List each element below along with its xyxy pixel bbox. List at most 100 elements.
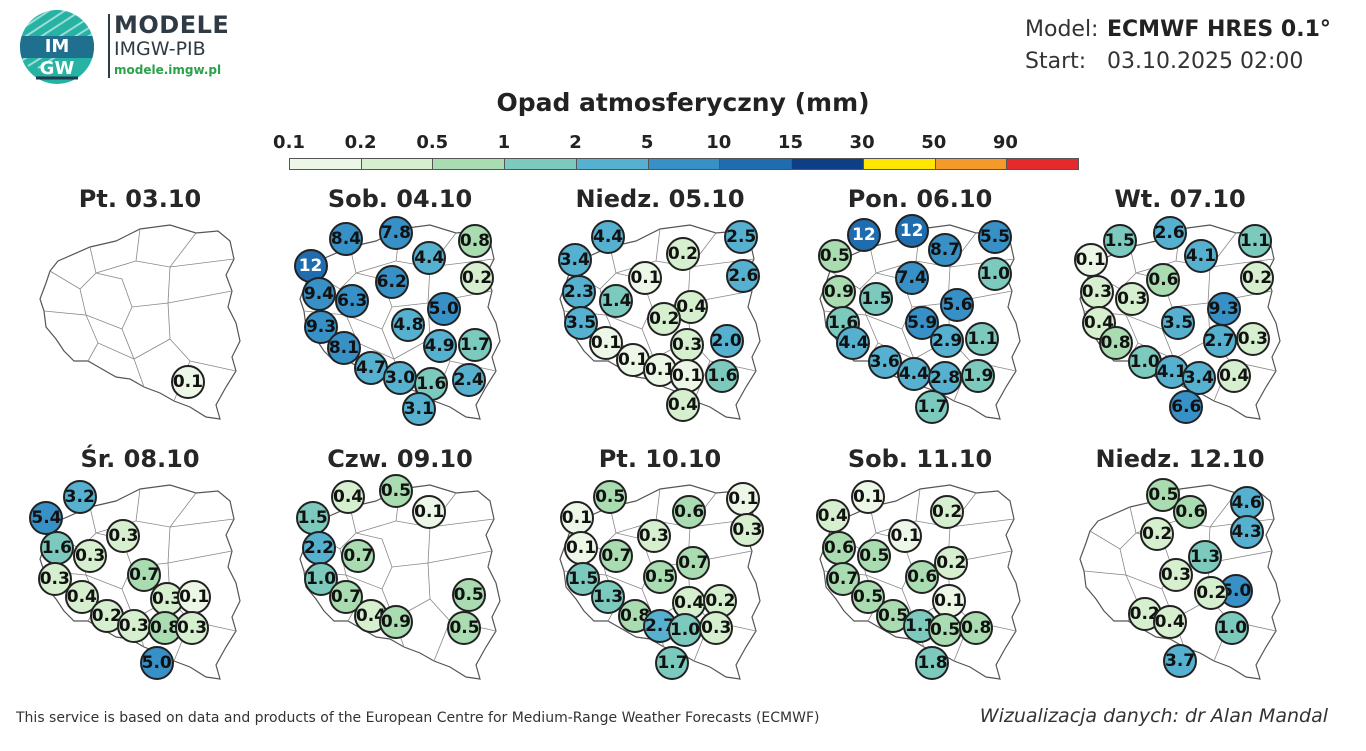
panel-date-title: Niedz. 05.10 (575, 185, 745, 213)
precip-value-bubble: 1.4 (599, 284, 634, 319)
colorbar-tick-label: 10 (706, 132, 732, 153)
precip-value-bubble: 4.3 (1229, 515, 1264, 549)
precip-value-bubble: 4.6 (1229, 485, 1264, 520)
precip-value-bubble: 3.4 (1181, 360, 1216, 395)
precip-value-bubble: 3.4 (557, 243, 592, 278)
precip-value-bubble: 1.7 (655, 646, 690, 681)
precip-value-bubble: 0.9 (378, 605, 413, 640)
region-border (429, 518, 495, 528)
precip-value-bubble: 2.2 (301, 530, 336, 565)
precip-value-bubble: 4.7 (353, 351, 388, 386)
precip-value-bubble: 1.0 (1215, 611, 1249, 646)
precip-value-bubble: 0.4 (1152, 605, 1187, 640)
precip-value-bubble: 0.5 (447, 611, 482, 646)
precip-value-bubble: 1.8 (915, 646, 950, 681)
colorbar-tick-label: 0.5 (416, 132, 449, 153)
model-row: Model: ECMWF HRES 0.1° (1025, 14, 1331, 46)
panel-date-title: Pt. 03.10 (78, 185, 202, 213)
precip-value-bubble: 0.2 (1239, 260, 1274, 295)
precip-value-bubble: 1.6 (39, 530, 74, 565)
precip-value-bubble: 0.3 (1158, 558, 1193, 593)
region-border (167, 550, 233, 564)
precip-value-bubble: 0.3 (37, 562, 72, 597)
precip-value-bubble: 1.9 (961, 358, 996, 393)
precip-value-bubble: 0.1 (670, 358, 705, 393)
colorbar-segment (720, 159, 793, 169)
precip-value-bubble: 0.6 (672, 495, 707, 530)
precip-value-bubble: 0.7 (676, 546, 711, 581)
panel-date-title: Wt. 07.10 (1114, 185, 1246, 213)
precip-value-bubble: 0.8 (618, 599, 653, 634)
precip-value-bubble: 0.1 (932, 583, 967, 618)
panel-date-title: Sob. 04.10 (327, 185, 473, 213)
precip-value-bubble: 0.5 (817, 239, 852, 274)
precip-value-bubble: 0.7 (127, 558, 162, 593)
precip-value-bubble: 4.4 (836, 325, 871, 360)
country-outline (39, 224, 241, 420)
precip-value-bubble: 0.3 (106, 518, 141, 553)
precip-value-bubble: 0.9 (821, 274, 856, 309)
logo-globe-icon: IM GW (20, 10, 94, 84)
region-border (1209, 258, 1275, 268)
colorbar-segment (505, 159, 577, 169)
region-border (169, 518, 235, 528)
map-title: Opad atmosferyczny (mm) (496, 88, 870, 117)
precip-value-bubble: 2.9 (930, 323, 965, 358)
colorbar-tick-label: 0.1 (273, 132, 305, 153)
brand-url-link[interactable]: modele.imgw.pl (114, 63, 222, 77)
precip-value-bubble: 0.5 (593, 479, 628, 514)
precip-value-bubble: 1.5 (1102, 223, 1137, 258)
precip-value-bubble: 2.6 (1152, 215, 1187, 250)
precip-value-bubble: 0.4 (815, 499, 850, 534)
poland-map (39, 224, 241, 420)
precip-value-bubble: 3.7 (1163, 644, 1197, 679)
precip-value-bubble: 12 (846, 217, 881, 252)
panel-date-title: Niedz. 12.10 (1095, 445, 1265, 473)
precip-value-bubble: 0.3 (670, 327, 705, 362)
precip-value-bubble: 0.1 (177, 579, 212, 614)
precip-value-bubble: 8.4 (328, 221, 363, 256)
precip-value-bubble: 1.0 (303, 562, 338, 597)
precip-value-bubble: 0.3 (1235, 321, 1270, 356)
map-panel: Niedz. 12.10 0.5 4.6 0.6 4.3 0.2 1.3 0.3 5.0 0.2 0… (1060, 445, 1300, 695)
colorbar-tick-label: 5 (640, 132, 654, 153)
precip-value-bubble: 2.5 (724, 219, 759, 254)
start-row: Start: 03.10.2025 02:00 (1025, 46, 1331, 78)
panel-date-title: Pt. 10.10 (598, 445, 722, 473)
map-panel: Pon. 06.10 12 12 5.5 0.5 8.7 1.0 7.4 0.9 1.5 5.6 1.… (800, 185, 1040, 435)
precip-value-bubble: 0.1 (170, 364, 205, 399)
precip-value-bubble: 1.5 (295, 501, 330, 536)
precip-value-bubble: 2.7 (1202, 323, 1237, 358)
precip-value-bubble: 5.4 (29, 501, 64, 536)
precip-value-bubble: 0.1 (1073, 243, 1108, 278)
brand-title: MODELE (114, 11, 230, 39)
model-info: Model: ECMWF HRES 0.1° Start: 03.10.2025 0… (1025, 14, 1331, 78)
precip-value-bubble: 0.1 (888, 518, 923, 553)
precip-value-bubble: 7.8 (378, 215, 413, 250)
precip-value-bubble: 2.0 (709, 323, 744, 358)
start-label: Start: (1025, 49, 1087, 74)
footer-credit: This service is based on data and produc… (16, 710, 820, 726)
brand-subtitle: IMGW-PIB (114, 38, 206, 60)
precip-value-bubble: 0.4 (1217, 358, 1252, 393)
logo-text-top: IM (45, 36, 70, 57)
precip-value-bubble: 0.4 (665, 388, 700, 423)
precip-value-bubble: 6.3 (335, 284, 370, 319)
model-label: Model: (1025, 17, 1099, 42)
precip-value-bubble: 0.7 (599, 538, 634, 573)
panel-date-title: Pon. 06.10 (847, 185, 993, 213)
precip-value-bubble: 0.6 (1173, 495, 1208, 530)
precip-value-bubble: 6.2 (374, 264, 409, 299)
precip-value-bubble: 6.6 (1169, 390, 1204, 425)
precip-value-bubble: 3.1 (401, 392, 436, 427)
precip-value-bubble: 4.4 (412, 241, 447, 276)
colorbar-segment (792, 159, 864, 169)
precip-value-bubble: 0.1 (851, 479, 885, 514)
colorbar-segment (863, 159, 936, 169)
map-panel: Niedz. 05.10 4.4 2.5 3.4 0.2 2.6 0.1 2.3 1.4 0.4 0… (540, 185, 780, 435)
precip-value-bubble: 0.1 (628, 260, 663, 295)
brand-text: MODELE IMGW-PIB modele.imgw.pl (114, 12, 229, 80)
region-border (167, 302, 237, 372)
precip-value-bubble: 4.8 (391, 307, 426, 342)
colorbar-tick-label: 15 (777, 132, 803, 153)
